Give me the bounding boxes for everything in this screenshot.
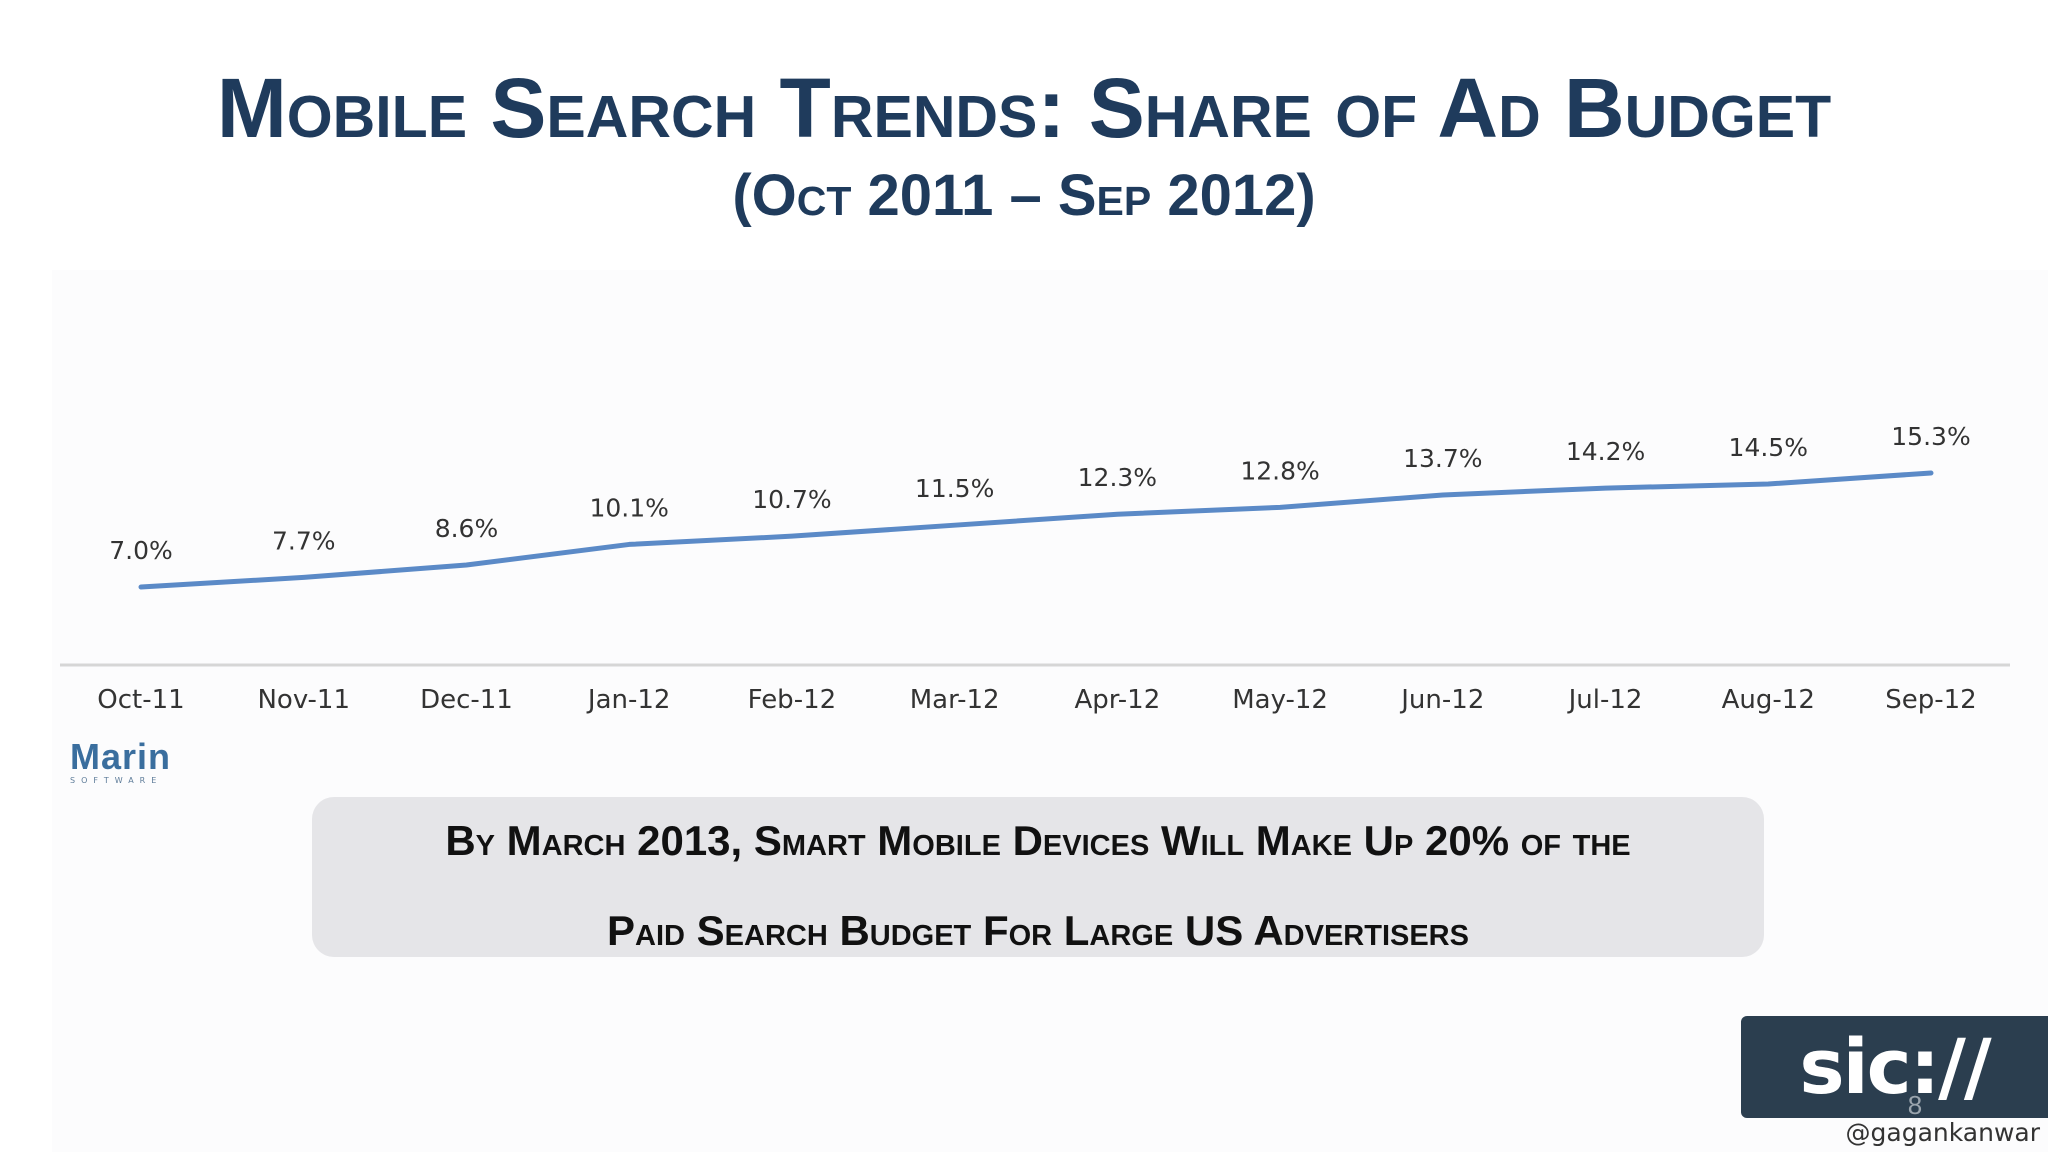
logo-subtext: SOFTWARE	[70, 776, 163, 785]
x-tick-label: Mar-12	[910, 685, 1000, 715]
data-label: 12.8%	[1240, 456, 1319, 485]
author-handle: @gagankanwar	[1845, 1118, 2040, 1147]
slide-subtitle: (Oct 2011 – Sep 2012)	[732, 163, 1316, 228]
callout-box: By March 2013, Smart Mobile Devices Will…	[312, 797, 1764, 957]
data-label: 13.7%	[1403, 444, 1482, 473]
data-label: 8.6%	[435, 514, 499, 543]
callout-text-line-1: By March 2013, Smart Mobile Devices Will…	[445, 817, 1631, 864]
x-tick-label: Apr-12	[1074, 685, 1160, 715]
x-tick-label: Jul-12	[1567, 685, 1643, 715]
data-label: 7.0%	[109, 536, 173, 565]
sic-badge: sic://	[1741, 1016, 2048, 1118]
data-label: 15.3%	[1891, 422, 1970, 451]
data-label: 12.3%	[1078, 463, 1157, 492]
data-label: 10.7%	[752, 485, 831, 514]
x-tick-label: Jan-12	[586, 685, 671, 715]
callout-text-line-2: Paid Search Budget For Large US Advertis…	[607, 907, 1469, 954]
data-label: 11.5%	[915, 474, 994, 503]
x-tick-label: Oct-11	[97, 685, 184, 715]
x-tick-label: Aug-12	[1722, 685, 1815, 715]
x-tick-label: Nov-11	[257, 685, 350, 715]
page-number: 8	[1907, 1090, 1923, 1120]
x-tick-label: Sep-12	[1885, 685, 1976, 715]
slide-title: Mobile Search Trends: Share of Ad Budget	[216, 61, 1832, 155]
x-tick-label: Dec-11	[420, 685, 513, 715]
slide-background	[52, 270, 2048, 1152]
chart-svg: 7.0% 7.7% 8.6% 10.1% 10.7% 11.5% 12.3% 12.8% 13.…	[60, 422, 2010, 715]
data-label: 7.7%	[272, 526, 336, 555]
data-label: 14.2%	[1566, 437, 1645, 466]
data-label: 10.1%	[589, 493, 668, 522]
left-margin	[0, 0, 52, 1152]
series-line	[138, 470, 1934, 590]
data-label: 14.5%	[1729, 433, 1808, 462]
x-tick-label: May-12	[1232, 685, 1328, 715]
marin-software-logo: Marin SOFTWARE	[70, 738, 190, 794]
line-chart: 7.0% 7.7% 8.6% 10.1% 10.7% 11.5% 12.3% 12.8% 13.…	[0, 330, 2048, 730]
x-tick-label: Feb-12	[748, 685, 837, 715]
x-tick-label: Jun-12	[1399, 685, 1484, 715]
logo-wordmark: Marin	[70, 736, 172, 777]
